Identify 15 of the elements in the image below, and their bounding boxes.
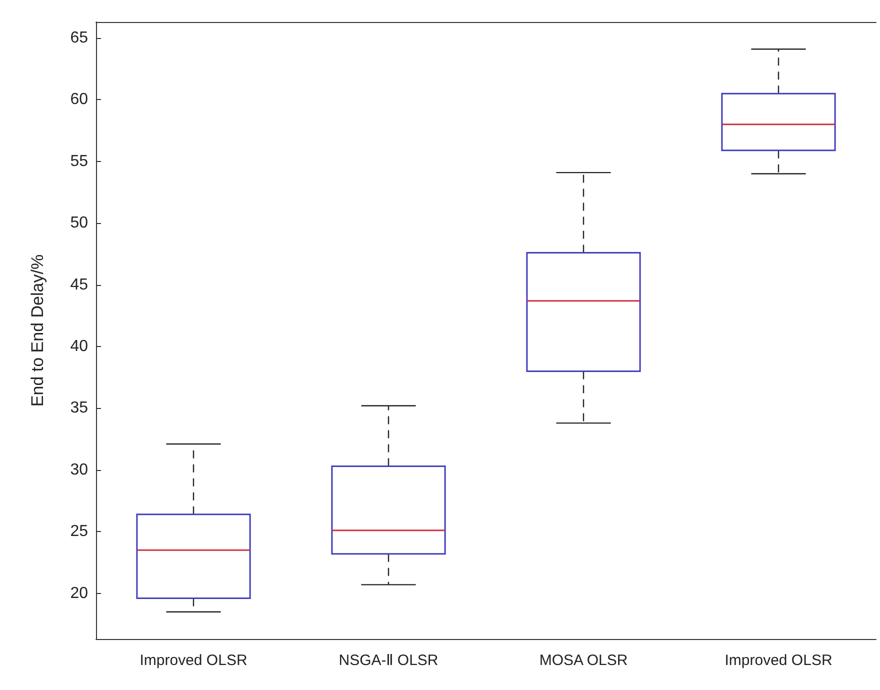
y-tick-label: 35: [70, 400, 88, 417]
y-tick-label: 50: [70, 214, 88, 232]
y-axis-title: End to End Delay/%: [28, 254, 47, 407]
x-tick-label: NSGA-Ⅱ OLSR: [338, 652, 438, 669]
y-tick-label: 40: [70, 338, 88, 356]
y-tick-label: 55: [70, 152, 88, 170]
x-tick-label: MOSA OLSR: [539, 652, 628, 669]
x-tick-label: Improved OLSR: [724, 652, 832, 669]
y-tick-label: 45: [70, 276, 88, 294]
y-tick-label: 65: [70, 30, 88, 47]
y-tick-label: 60: [70, 91, 88, 108]
y-tick-label: 30: [70, 461, 88, 478]
x-tick-label: Improved OLSR: [140, 652, 248, 669]
y-tick-label: 20: [70, 584, 88, 602]
y-tick-label: 25: [70, 523, 88, 540]
